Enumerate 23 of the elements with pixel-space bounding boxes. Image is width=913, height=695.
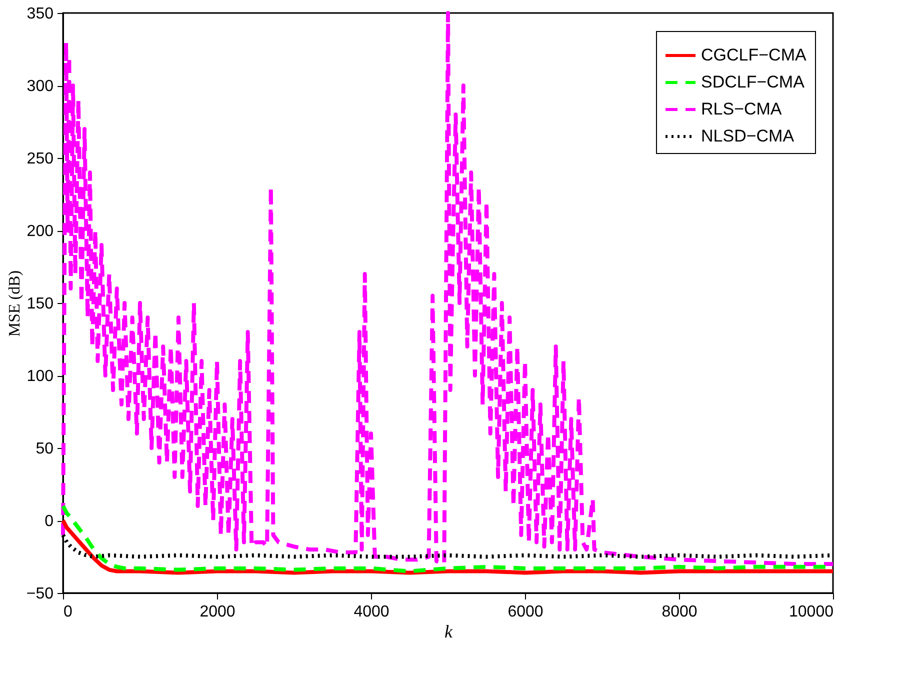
legend-label: SDCLF−CMA bbox=[701, 72, 806, 92]
x-tick-label: 8000 bbox=[662, 604, 698, 620]
legend-label: NLSD−CMA bbox=[701, 126, 795, 146]
y-tick-label: 200 bbox=[26, 223, 54, 240]
x-tick-label: 2000 bbox=[200, 604, 236, 620]
line-series bbox=[61, 518, 835, 575]
x-tick-label: 0 bbox=[64, 604, 72, 620]
x-tick-label: 10000 bbox=[789, 604, 834, 620]
legend-label: CGCLF−CMA bbox=[701, 46, 807, 64]
x-axis-title: k bbox=[444, 622, 454, 642]
y-axis-title: MSE (dB) bbox=[6, 270, 24, 337]
y-tick-label: 250 bbox=[26, 150, 54, 168]
line-series bbox=[61, 11, 835, 566]
y-tick-label: 100 bbox=[26, 368, 54, 385]
legend-label: RLS−CMA bbox=[701, 100, 782, 118]
y-tick-label: 0 bbox=[44, 513, 54, 530]
x-tick-label: 6000 bbox=[508, 604, 544, 620]
y-tick-label: 300 bbox=[26, 78, 54, 95]
y-tick-label: 350 bbox=[26, 6, 54, 22]
y-tick-label: −50 bbox=[26, 586, 54, 602]
y-tick-label: 150 bbox=[26, 296, 54, 312]
x-tick-label: 4000 bbox=[354, 604, 390, 620]
y-tick-label: 50 bbox=[36, 440, 54, 458]
